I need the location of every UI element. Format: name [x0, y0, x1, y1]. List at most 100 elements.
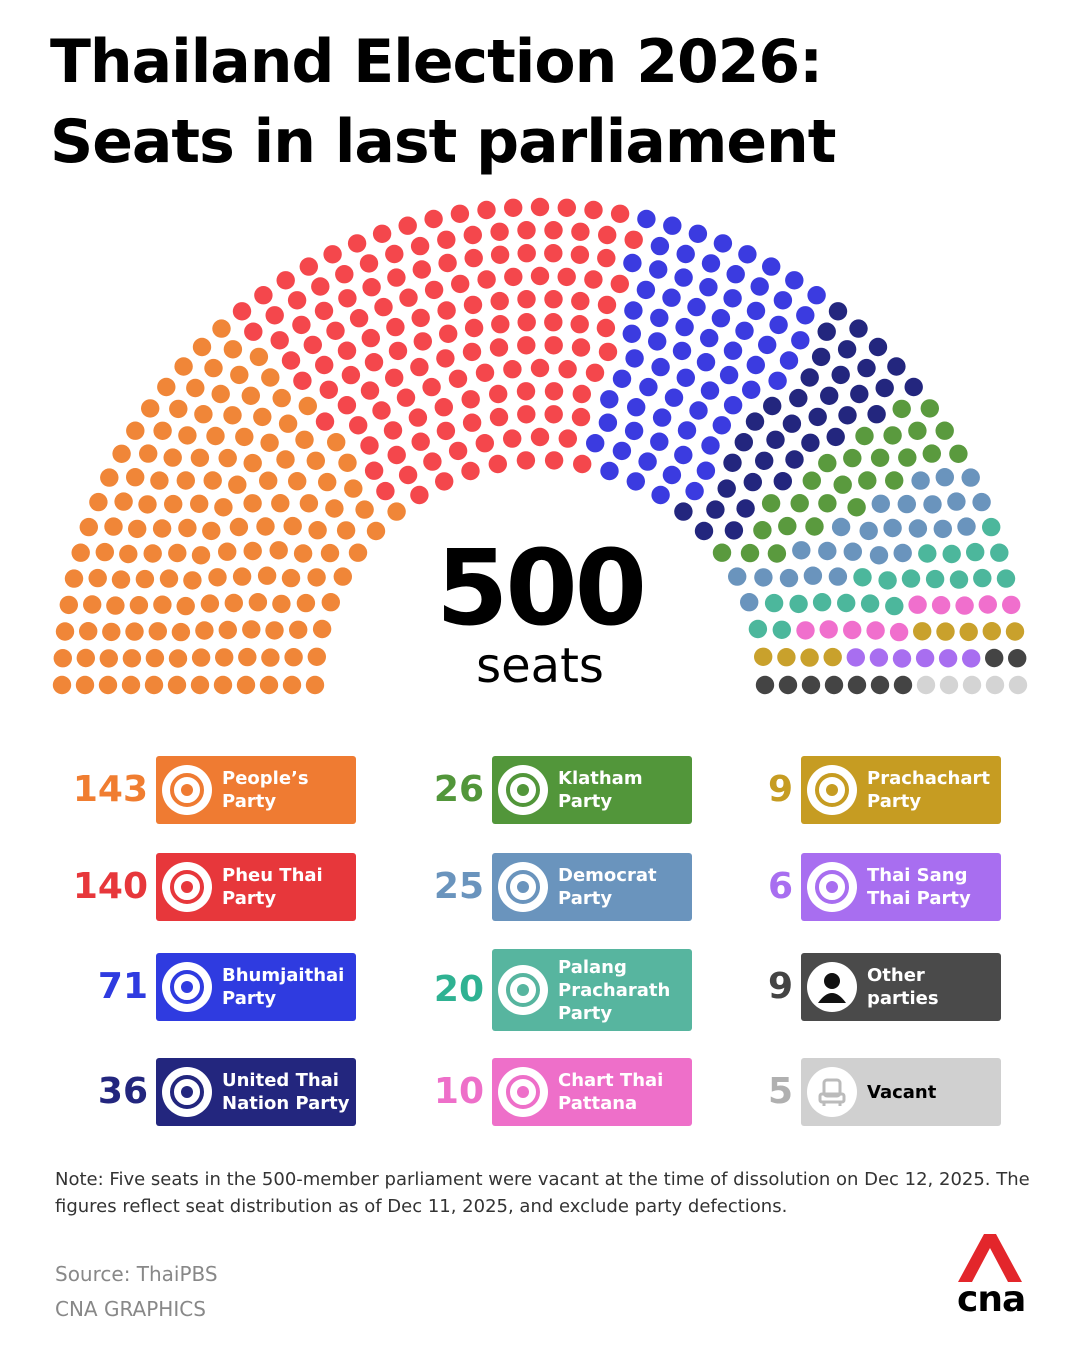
legend-party-box: United Thai Nation Party — [156, 1058, 356, 1126]
seat-dot — [424, 209, 443, 229]
seat-dot — [504, 198, 523, 217]
seat-dot — [437, 301, 456, 320]
seat-dot — [278, 414, 298, 433]
seat-dot — [349, 309, 369, 328]
seat-dot — [689, 401, 708, 420]
seat-dot — [711, 309, 731, 328]
seat-dot — [71, 543, 90, 562]
seat-dot — [885, 471, 904, 490]
seat-dot — [955, 596, 974, 615]
seat-dot — [750, 277, 769, 296]
klatham-logo — [498, 765, 548, 815]
legend-party-name: Other parties — [867, 965, 939, 1009]
seat-dot — [213, 675, 233, 695]
seat-dot — [610, 274, 629, 294]
seat-dot — [435, 472, 454, 491]
seat-dot — [650, 236, 670, 256]
seat-dot — [573, 454, 592, 474]
seat-dot — [517, 221, 536, 240]
seat-dot — [232, 567, 252, 586]
seat-dot — [1008, 649, 1027, 668]
seat-dot — [791, 331, 810, 350]
seat-dot — [194, 405, 213, 424]
seat-dot — [875, 378, 894, 398]
seat-dot — [424, 280, 444, 300]
seat-dot — [308, 521, 327, 540]
seat-dot — [746, 355, 765, 375]
seat-dot — [284, 648, 303, 667]
seat-dot — [801, 433, 820, 452]
seat-dot — [755, 451, 774, 470]
seat-dot — [768, 371, 787, 390]
seat-dot — [398, 465, 418, 485]
seat-dot — [843, 542, 862, 561]
seat-dot — [746, 301, 766, 321]
seat-dot — [867, 405, 886, 424]
seat-dot — [232, 302, 252, 321]
seat-dot — [700, 381, 720, 400]
seat-dot — [723, 289, 742, 308]
seat-dot — [818, 541, 837, 561]
seat-dot — [662, 465, 682, 485]
seat-dot — [922, 444, 941, 463]
seat-dot — [819, 620, 838, 639]
seat-dot — [236, 675, 256, 695]
seat-dot — [228, 475, 247, 494]
seat-dot — [299, 257, 318, 276]
seat-dot — [962, 675, 982, 695]
seat-dot — [504, 267, 523, 287]
seat-dot — [558, 429, 577, 448]
seat-dot — [287, 291, 307, 310]
democrat-logo — [498, 862, 548, 912]
seat-dot — [855, 426, 874, 446]
seat-dot — [362, 278, 381, 297]
seat-dot — [828, 302, 848, 321]
seat-dot — [163, 448, 182, 467]
seat-dot — [195, 621, 214, 640]
seat-dot — [385, 368, 404, 387]
seat-dot — [859, 521, 878, 541]
seat-dot — [168, 543, 187, 563]
seat-dot — [114, 492, 133, 511]
pheu-thai-logo — [162, 862, 212, 912]
seat-dot — [461, 461, 480, 481]
seat-dot — [544, 405, 563, 424]
seat-dot — [347, 234, 367, 253]
seat-dot — [89, 492, 108, 512]
seat-dot — [571, 407, 591, 427]
seat-dot — [935, 468, 954, 487]
seat-dot — [490, 222, 509, 241]
seat-dot — [738, 245, 757, 264]
seat-dot — [79, 517, 99, 537]
legend-party-name: Klatham Party — [558, 768, 643, 812]
seat-dot — [325, 499, 344, 518]
seat-dot — [908, 519, 928, 538]
seat-dot — [966, 542, 985, 562]
seat-dot — [204, 358, 223, 378]
legend-party-box: Palang Pracharath Party — [492, 949, 692, 1031]
seat-dot — [743, 472, 762, 492]
seat-dot — [860, 594, 880, 613]
seat-dot — [820, 386, 839, 405]
seat-dot — [662, 288, 681, 307]
seat-dot — [411, 432, 430, 451]
seat-dot — [908, 421, 927, 440]
seat-dot — [626, 472, 645, 491]
seat-dot — [122, 649, 142, 668]
seat-dot — [677, 421, 697, 440]
seat-dot — [869, 546, 889, 565]
seat-dot — [157, 377, 176, 397]
seat-dot — [53, 649, 72, 668]
seat-dot — [898, 448, 917, 467]
seat-dot — [139, 444, 158, 463]
seat-dot — [801, 675, 821, 695]
seat-dot — [517, 405, 536, 424]
seat-dot — [338, 289, 357, 308]
total-seats: 500 seats — [400, 536, 680, 692]
seat-dot — [276, 271, 295, 290]
seat-dot — [314, 301, 334, 321]
seat-dot — [931, 596, 951, 615]
seat-dot — [298, 396, 317, 416]
seat-dot — [544, 382, 564, 401]
seat-dot — [323, 245, 342, 264]
